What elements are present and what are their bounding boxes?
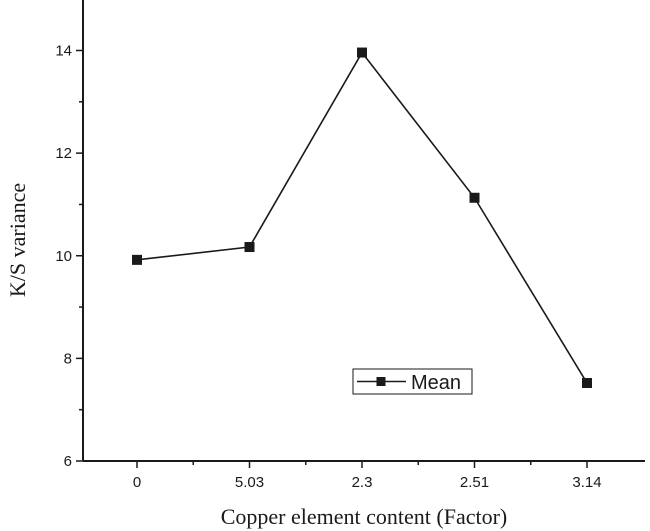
y-tick-label: 6 — [64, 453, 72, 470]
y-axis-title: K/S variance — [5, 183, 30, 297]
legend-marker — [376, 377, 386, 386]
x-tick-label: 2.51 — [460, 474, 489, 491]
axes — [82, 0, 645, 462]
x-tick-label: 5.03 — [235, 474, 264, 491]
y-tick-label: 8 — [64, 350, 72, 367]
data-point — [469, 192, 480, 203]
y-tick-label: 12 — [55, 145, 72, 162]
series — [132, 47, 592, 389]
y-tick-label: 10 — [55, 248, 72, 265]
data-point — [244, 242, 255, 253]
x-tick-label: 2.3 — [352, 474, 373, 491]
legend-label: Mean — [411, 372, 461, 394]
x-ticks: 0 5.03 2.3 2.51 3.14 — [133, 461, 602, 491]
y-ticks: 6 8 10 12 14 — [55, 43, 83, 470]
x-tick-label: 0 — [133, 474, 141, 491]
x-tick-label: 3.14 — [572, 474, 601, 491]
data-point — [132, 254, 142, 265]
series-line — [136, 51, 588, 384]
data-point — [357, 47, 367, 58]
x-axis-title: Copper element content (Factor) — [221, 504, 508, 529]
legend: Mean — [352, 368, 473, 395]
data-point — [582, 378, 592, 389]
y-tick-label: 14 — [55, 43, 72, 60]
